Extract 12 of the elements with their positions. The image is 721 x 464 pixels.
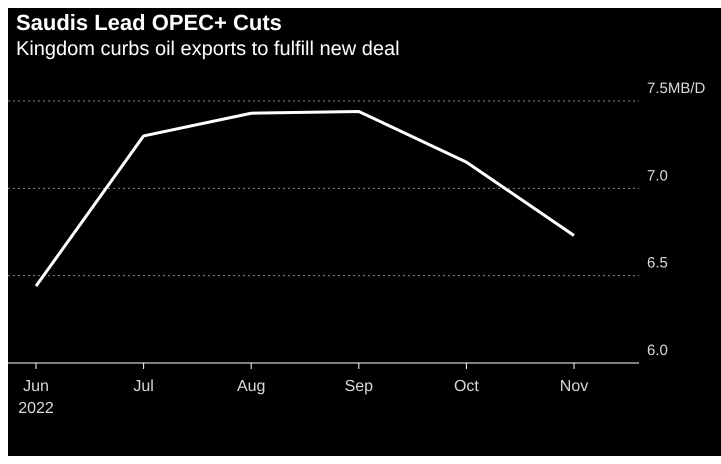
x-tick-label: Aug bbox=[236, 378, 266, 395]
y-tick-label: 7.0 bbox=[647, 167, 668, 184]
x-tick-label: Oct bbox=[454, 378, 480, 395]
y-tick-label: 6.5 bbox=[647, 254, 668, 272]
y-tick-label: 6.0 bbox=[647, 342, 668, 359]
x-tick-label: Jul bbox=[133, 378, 154, 395]
x-tick-label: Sep bbox=[344, 378, 374, 395]
chart-subtitle: Kingdom curbs oil exports to fulfill new deal bbox=[15, 38, 401, 61]
x-tick-label: Jun 2022 bbox=[18, 378, 54, 417]
x-tick-label: Nov bbox=[560, 378, 588, 395]
y-tick-label: 7.5MB/D bbox=[647, 80, 706, 97]
chart-title: Saudis Lead OPEC+ Cuts bbox=[15, 9, 283, 36]
